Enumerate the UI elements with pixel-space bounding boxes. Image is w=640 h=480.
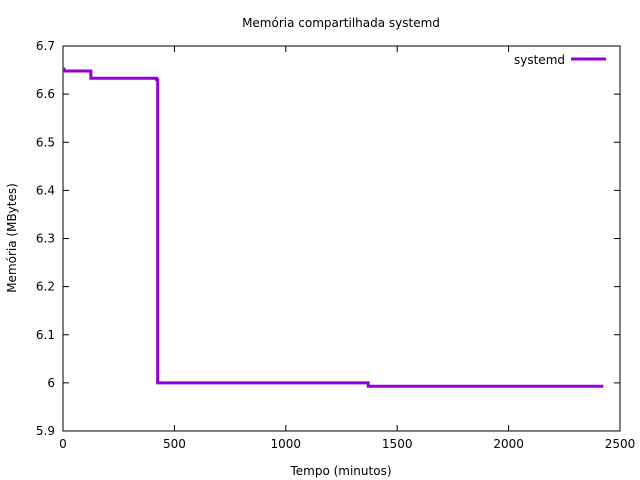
x-tick-label: 1500 (382, 437, 413, 451)
y-axis: 5.9 6 6.1 6.2 6.3 6.4 6.5 6.6 6.7 (36, 39, 620, 438)
legend-label: systemd (514, 53, 565, 67)
x-tick-label: 2500 (605, 437, 636, 451)
x-tick-label: 500 (163, 437, 186, 451)
y-tick-label: 6.2 (36, 280, 55, 294)
y-tick-label: 6.4 (36, 183, 55, 197)
series-line-systemd (62, 67, 604, 388)
x-tick-label: 0 (59, 437, 67, 451)
x-axis-label: Tempo (minutos) (289, 464, 391, 478)
y-tick-label: 6.3 (36, 232, 55, 246)
y-tick-label: 6.6 (36, 87, 55, 101)
legend: systemd (514, 53, 606, 67)
chart-title: Memória compartilhada systemd (242, 16, 440, 30)
y-axis-label: Memória (MBytes) (5, 183, 19, 293)
y-tick-label: 6.5 (36, 135, 55, 149)
y-tick-label: 6.1 (36, 328, 55, 342)
x-tick-label: 1000 (271, 437, 302, 451)
plot-frame (62, 45, 621, 432)
y-tick-label: 6.7 (36, 39, 55, 53)
x-tick-label: 2000 (493, 437, 524, 451)
series-layer (62, 67, 604, 388)
x-axis: 0 500 1000 1500 2000 2500 (59, 46, 635, 451)
y-tick-label: 6 (47, 376, 55, 390)
y-tick-label: 5.9 (36, 424, 55, 438)
